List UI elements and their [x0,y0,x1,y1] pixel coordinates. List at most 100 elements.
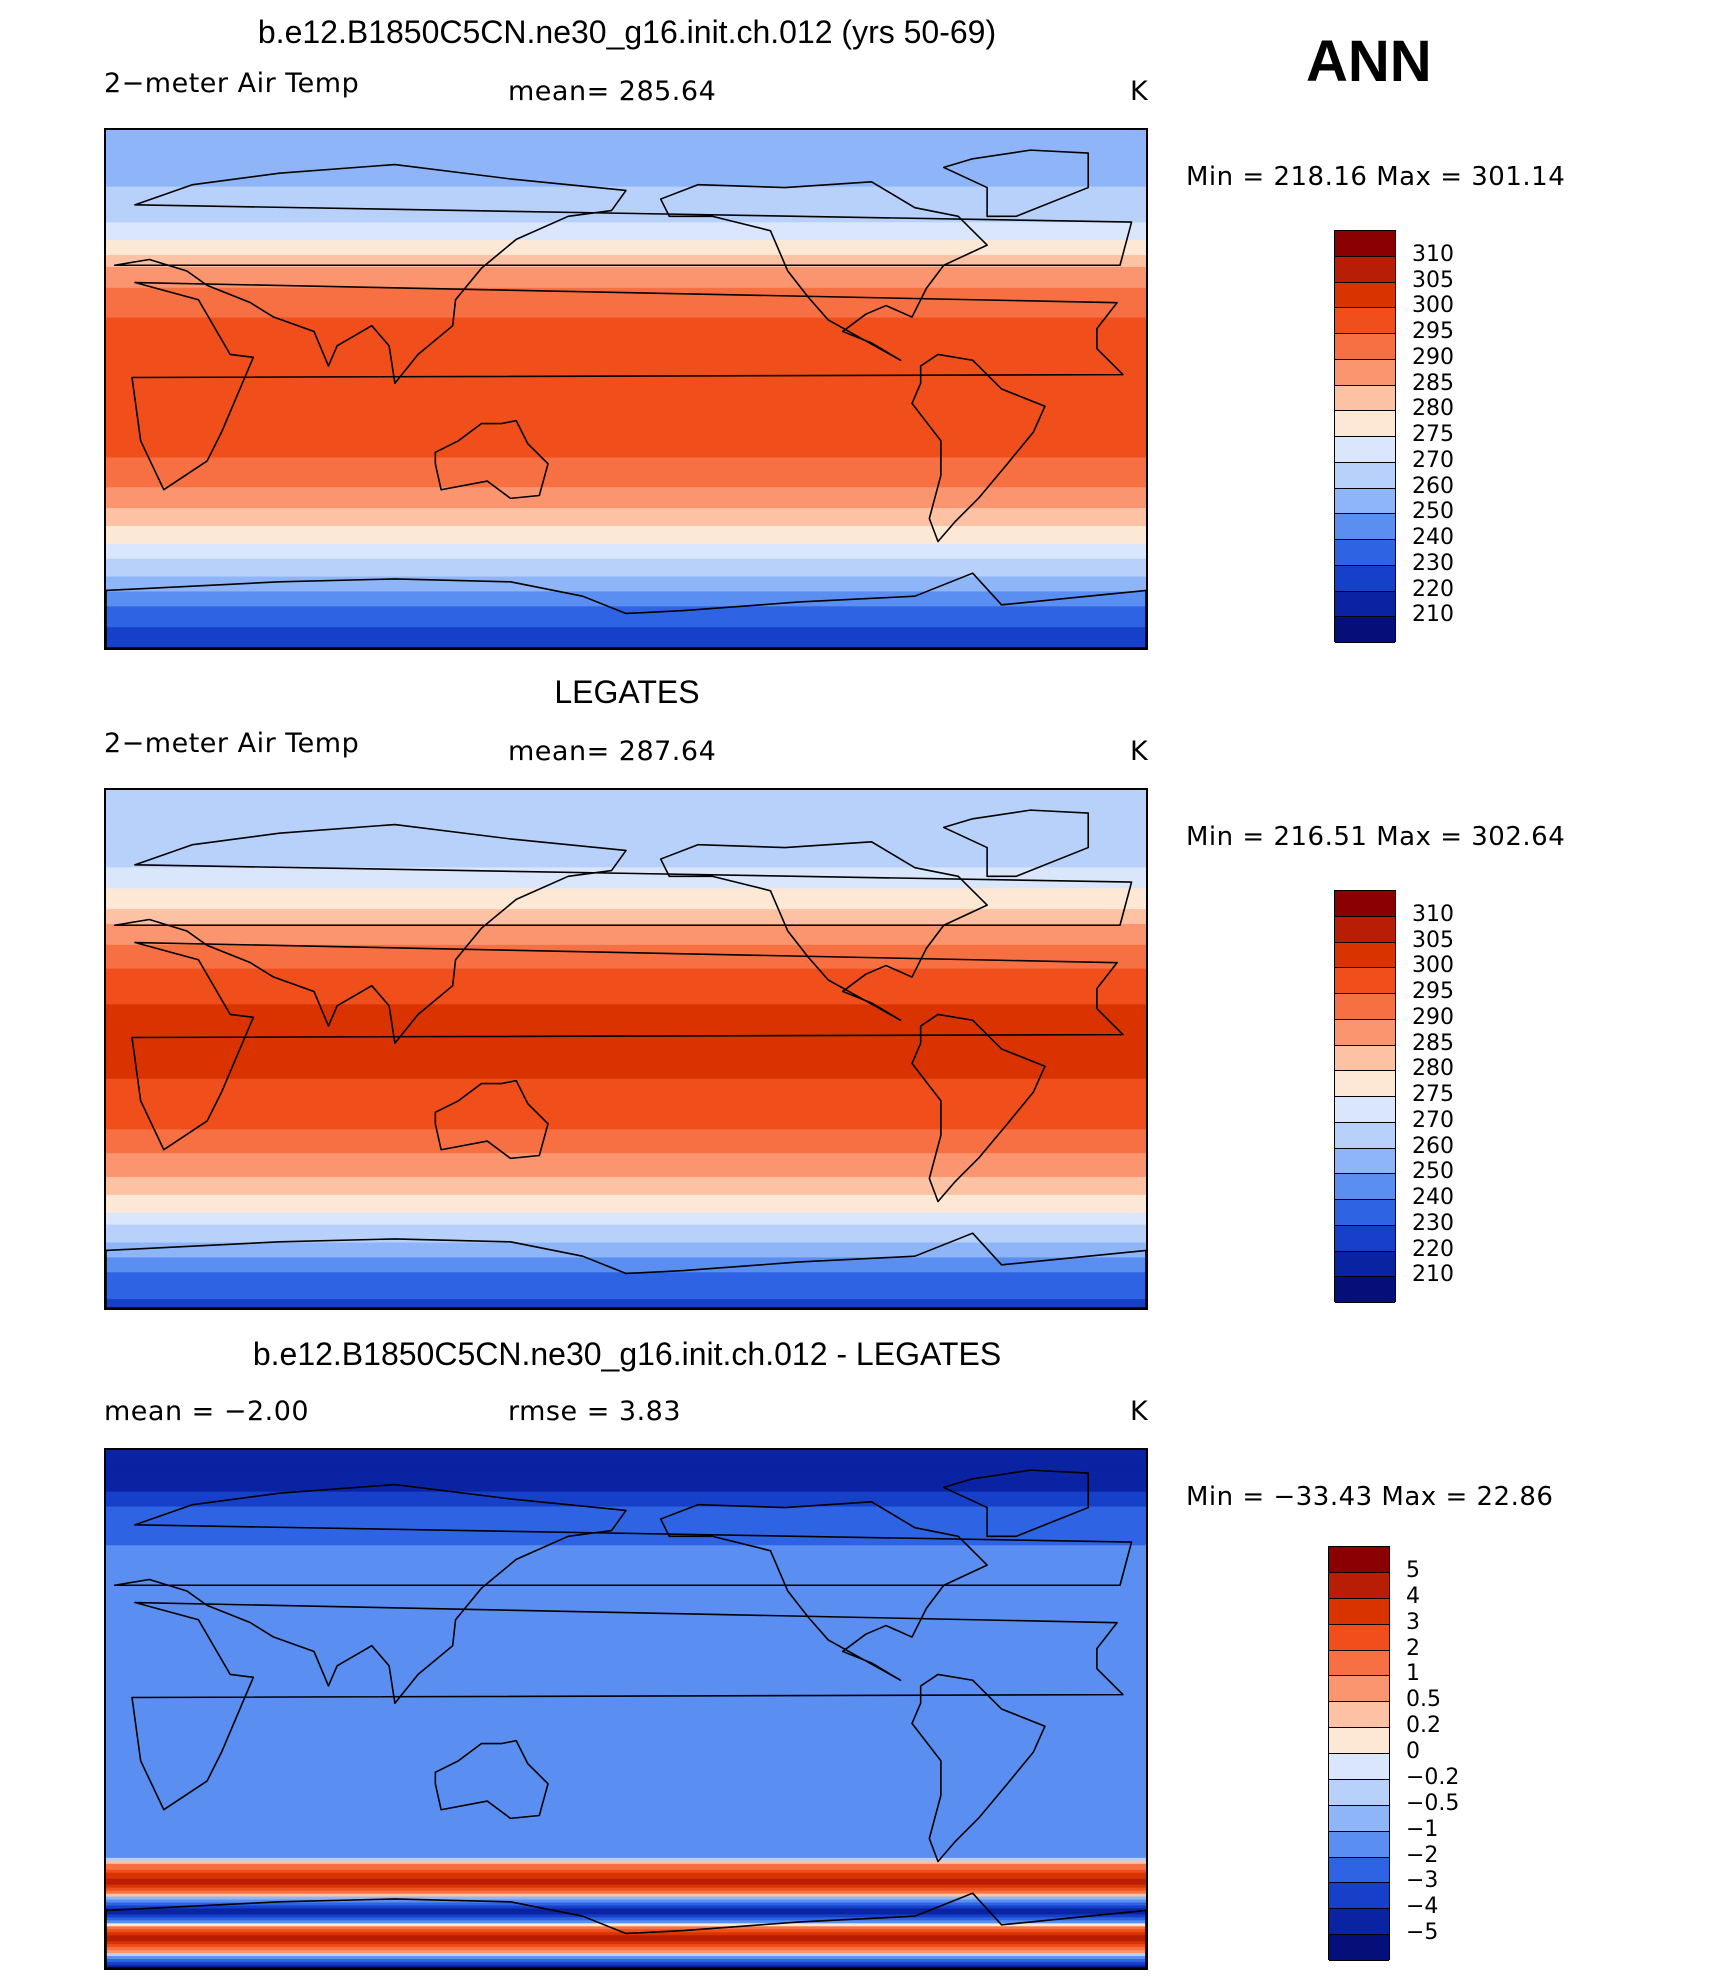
zonal-band [106,1527,1146,1531]
zonal-band [106,1706,1146,1710]
zonal-band [106,1783,1146,1787]
zonal-band [106,798,1146,803]
zonal-band [106,1075,1146,1080]
coastline [113,1483,1133,1705]
zonal-band [106,609,1146,613]
zonal-band [106,885,1146,889]
zonal-band [106,1057,1146,1062]
zonal-band [106,947,1146,952]
zonal-band [106,912,1146,916]
zonal-band [106,570,1146,575]
zonal-band [106,1622,1146,1627]
zonal-band [106,1503,1146,1508]
zonal-band [106,1031,1146,1035]
zonal-band [106,1848,1146,1853]
colorbar-tick-label: 270 [1412,1107,1454,1133]
zonal-band [106,1084,1146,1089]
zonal-band [106,192,1146,197]
colorbar-swatch [1335,1200,1395,1226]
colorbar-swatch [1335,256,1395,283]
zonal-band [106,1450,1146,1454]
zonal-band [106,1679,1146,1683]
zonal-band [106,792,1146,797]
panel-2-title: LEGATES [554,674,700,710]
colorbar-tick-label: 210 [1412,1262,1454,1288]
zonal-band [106,1881,1146,1886]
zonal-band [106,353,1146,357]
zonal-band [106,389,1146,393]
zonal-band [106,1254,1146,1258]
zonal-band [106,983,1146,988]
zonal-band [106,1607,1146,1612]
colorbar-tick-label: 290 [1412,1004,1454,1030]
colorbar-tick-label: 300 [1412,953,1454,979]
zonal-band [106,645,1146,648]
zonal-band [106,150,1146,155]
zonal-band [106,1914,1146,1918]
colorbar-swatch [1335,1045,1395,1072]
zonal-band [106,418,1146,423]
zonal-band [106,1572,1146,1576]
zonal-band [106,1188,1146,1193]
zonal-band [106,1628,1146,1633]
zonal-band [106,582,1146,587]
zonal-band [106,1700,1146,1704]
zonal-band [106,918,1146,922]
zonal-band [106,1191,1146,1196]
zonal-band [106,183,1146,188]
zonal-band [106,1025,1146,1029]
zonal-band [106,1908,1146,1913]
zonal-band [106,386,1146,390]
coastline [659,1501,988,1682]
zonal-band [106,1575,1146,1579]
zonal-band [106,210,1146,214]
zonal-band [106,490,1146,494]
colorbar-tick-label: 260 [1412,473,1454,499]
coastline [131,281,1124,491]
colorbar-swatch [1329,1935,1389,1961]
zonal-band [106,1673,1146,1677]
zonal-band [106,624,1146,628]
zonal-band [106,159,1146,164]
zonal-band [106,1111,1146,1116]
zonal-band [106,162,1146,167]
zonal-band [106,1185,1146,1190]
zonal-band [106,1123,1146,1127]
zonal-band [106,1670,1146,1674]
zonal-band [106,1941,1146,1945]
zonal-band [106,344,1146,348]
zonal-band [106,956,1146,961]
zonal-band [106,1762,1146,1767]
zonal-band [106,1144,1146,1148]
zonal-band [106,579,1146,584]
zonal-band [106,926,1146,931]
zonal-band [106,1506,1146,1511]
zonal-band [106,1287,1146,1291]
colorbar-swatch [1335,462,1395,489]
zonal-band [106,873,1146,877]
zonal-band [106,1093,1146,1098]
zonal-band [106,1533,1146,1537]
zonal-band [106,1156,1146,1160]
zonal-band [106,1494,1146,1499]
colorbar-tick-label: 285 [1412,1030,1454,1056]
zonal-band [106,1248,1146,1253]
zonal-band [106,1129,1146,1133]
zonal-band [106,822,1146,827]
panel-1-units-label: K [1130,76,1149,107]
zonal-band [106,1884,1146,1889]
zonal-band [106,1455,1146,1460]
zonal-band [106,231,1146,235]
zonal-band [106,1857,1146,1862]
zonal-band [106,1917,1146,1921]
zonal-band [106,1938,1146,1942]
zonal-band [106,1197,1146,1202]
zonal-band [106,1060,1146,1065]
colorbar-swatch [1335,1097,1395,1123]
zonal-band [106,1929,1146,1933]
zonal-band [106,174,1146,179]
zonal-band [106,552,1146,557]
zonal-band [106,1697,1146,1701]
zonal-band [106,365,1146,369]
zonal-band [106,813,1146,818]
